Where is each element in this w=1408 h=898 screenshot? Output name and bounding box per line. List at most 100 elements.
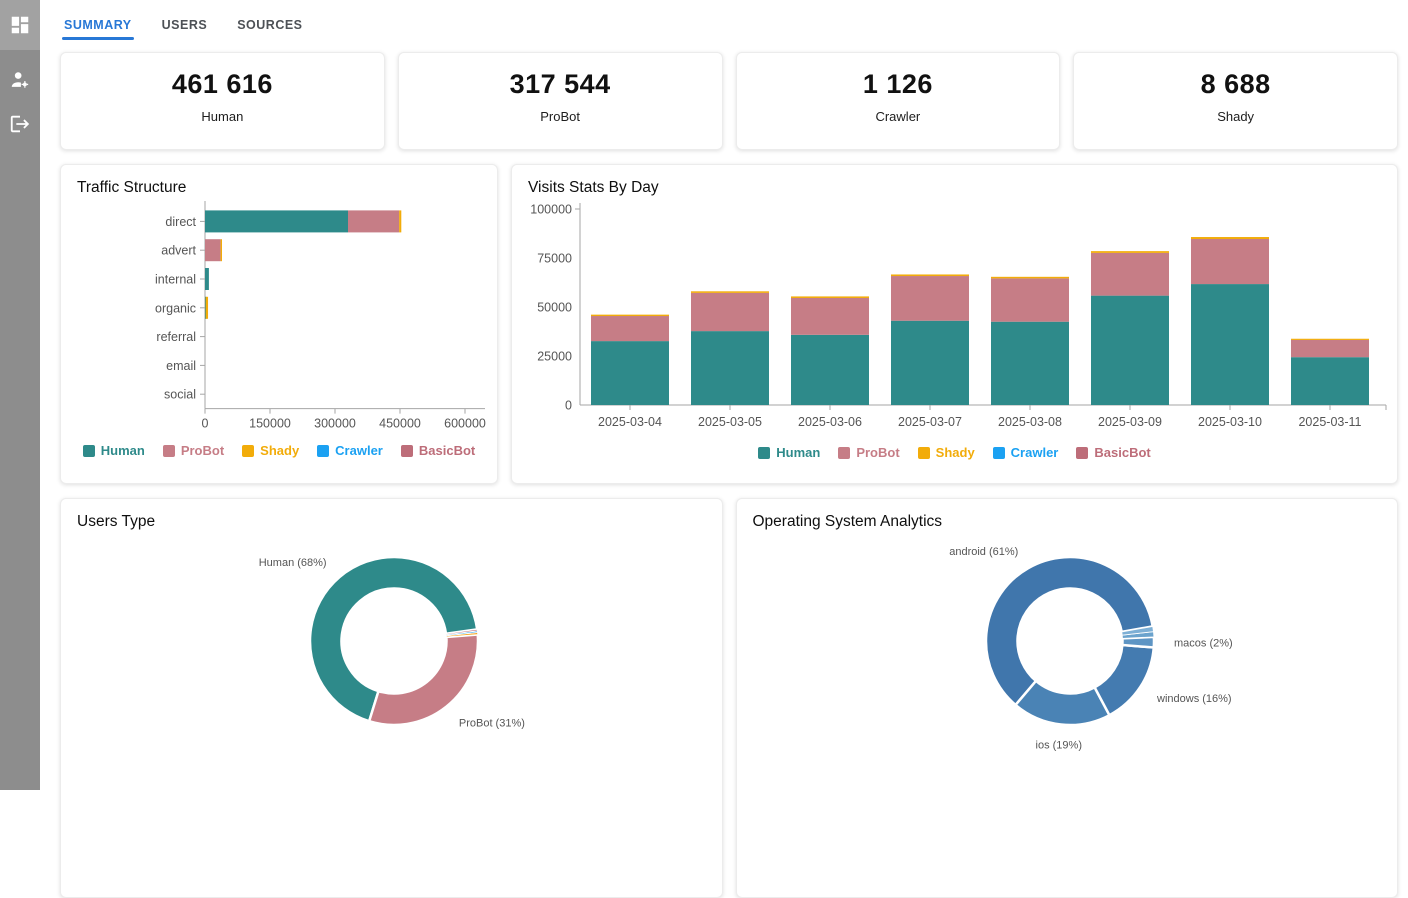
users-type-chart[interactable]: Human (68%) ProBot (31%) — [61, 533, 721, 843]
legend-swatch — [992, 446, 1005, 459]
legend-item-crawler[interactable]: Crawler — [317, 443, 383, 458]
donut-slice-other[interactable] — [1120, 625, 1154, 636]
donut-slice-label: windows (16%) — [1156, 693, 1232, 705]
bar-segment-Human[interactable] — [591, 341, 669, 405]
bar-segment-ProBot[interactable] — [1291, 339, 1369, 358]
category-label: organic — [155, 301, 196, 315]
bar-segment-Human[interactable] — [691, 331, 769, 405]
legend-item-crawler[interactable]: Crawler — [992, 445, 1059, 460]
sidebar-item-dashboard[interactable] — [0, 0, 40, 50]
sidebar-item-logout[interactable] — [0, 102, 40, 146]
bar-segment-Human[interactable] — [205, 268, 209, 290]
legend-swatch — [242, 444, 255, 457]
bar-segment-Shady[interactable] — [991, 276, 1069, 279]
legend-swatch — [82, 444, 95, 457]
category-label: email — [166, 359, 196, 373]
category-label: social — [164, 388, 196, 402]
bar-segment-Shady[interactable] — [399, 210, 402, 233]
donut-slice-Human[interactable] — [308, 555, 479, 723]
donut-slice-BasicBot[interactable] — [445, 628, 478, 636]
date-label: 2025-03-10 — [1198, 415, 1262, 429]
bar-segment-Shady[interactable] — [1091, 251, 1169, 253]
legend-label: Human — [100, 443, 145, 458]
legend-item-shady[interactable]: Shady — [242, 443, 299, 458]
legend-swatch — [162, 444, 175, 457]
legend-label: Crawler — [1010, 445, 1059, 460]
legend-item-human[interactable]: Human — [758, 445, 820, 460]
sidebar — [0, 0, 40, 790]
axis-tick-label: 25000 — [537, 350, 572, 364]
stat-label: Crawler — [875, 109, 921, 124]
legend-item-shady[interactable]: Shady — [917, 445, 975, 460]
tab-users[interactable]: USERS — [161, 18, 208, 32]
legend-item-probot[interactable]: ProBot — [838, 445, 900, 460]
logout-icon — [9, 113, 31, 135]
date-label: 2025-03-04 — [598, 415, 662, 429]
donut-slice-android[interactable] — [984, 555, 1154, 707]
legend-item-human[interactable]: Human — [82, 443, 145, 458]
date-label: 2025-03-07 — [898, 415, 962, 429]
bar-segment-Human[interactable] — [1291, 357, 1369, 405]
tab-summary[interactable]: SUMMARY — [62, 0, 134, 50]
axis-tick-label: 300000 — [314, 417, 356, 431]
bar-segment-Human[interactable] — [1191, 284, 1269, 405]
bar-segment-ProBot[interactable] — [205, 239, 221, 262]
category-label: referral — [156, 330, 196, 344]
donut-slice-label: android (61%) — [949, 546, 1018, 558]
traffic-structure-title: Traffic Structure — [77, 179, 187, 196]
visits-by-day-chart[interactable]: 0 25000 50000 75000 100000 2025-03-04 2025-03-… — [512, 199, 1397, 443]
traffic-legend: Human ProBot Shady Crawler BasicBot — [61, 443, 497, 458]
bar-segment-Shady[interactable] — [220, 239, 222, 262]
bar-segment-Shady[interactable] — [205, 296, 209, 319]
bar-segment-Shady[interactable] — [891, 274, 969, 277]
bar-segment-Human[interactable] — [205, 210, 348, 233]
bar-segment-ProBot[interactable] — [691, 292, 769, 332]
bar-segment-Shady[interactable] — [1291, 338, 1369, 340]
date-label: 2025-03-08 — [998, 415, 1062, 429]
bar-segment-ProBot[interactable] — [1091, 252, 1169, 296]
bar-segment-Shady[interactable] — [691, 291, 769, 293]
axis-tick-label: 0 — [565, 399, 572, 413]
bar-segment-Shady[interactable] — [1191, 237, 1269, 239]
bar-charts-row: Traffic Structure 0 150000 300000 450000 600… — [60, 164, 1398, 484]
axis-tick-label: 100000 — [530, 203, 572, 217]
tabbar: SUMMARY USERS SOURCES — [40, 0, 1408, 50]
legend-item-basicbot[interactable]: BasicBot — [1076, 445, 1151, 460]
legend-item-probot[interactable]: ProBot — [162, 443, 225, 458]
bar-segment-Shady[interactable] — [791, 296, 869, 298]
dashboard-body: 461 616 Human 317 544 ProBot 1 126 Crawl… — [40, 50, 1408, 898]
bar-segment-ProBot[interactable] — [1191, 238, 1269, 285]
bar-segment-ProBot[interactable] — [348, 210, 400, 233]
bar-segment-ProBot[interactable] — [991, 278, 1069, 322]
dashboard-icon — [9, 14, 31, 36]
bar-segment-Human[interactable] — [991, 321, 1069, 405]
date-label: 2025-03-05 — [698, 415, 762, 429]
stat-card-probot: 317 544 ProBot — [397, 52, 723, 150]
legend-item-basicbot[interactable]: BasicBot — [400, 443, 475, 458]
legend-label: ProBot — [180, 443, 225, 458]
donut-slice-windows[interactable] — [1092, 643, 1155, 717]
axis-tick-label: 150000 — [249, 417, 291, 431]
stat-card-shady: 8 688 Shady — [1073, 52, 1398, 150]
tab-sources[interactable]: SOURCES — [237, 18, 303, 32]
donut-charts-row: Users Type Human (68%) ProBot (31%) Opera… — [60, 498, 1398, 898]
sidebar-item-user-settings[interactable] — [0, 58, 40, 102]
bar-segment-Human[interactable] — [891, 320, 969, 405]
donut-slice-ProBot[interactable] — [367, 633, 480, 727]
bar-segment-ProBot[interactable] — [791, 297, 869, 335]
bar-segment-Shady[interactable] — [591, 314, 669, 317]
bar-segment-Human[interactable] — [791, 334, 869, 405]
legend-label: Crawler — [335, 443, 383, 458]
bar-segment-ProBot[interactable] — [891, 276, 969, 321]
legend-swatch — [917, 446, 930, 459]
os-analytics-chart[interactable]: android (61%) ios (19%) windows (16%) macos… — [737, 533, 1397, 843]
donut-slice-label: ProBot (31%) — [459, 717, 525, 729]
donut-slice-label: macos (2%) — [1173, 637, 1232, 649]
bar-segment-ProBot[interactable] — [591, 316, 669, 342]
visits-legend: Human ProBot Shady Crawler BasicBot — [512, 445, 1397, 460]
axis-tick-label: 50000 — [537, 301, 572, 315]
bar-segment-Human[interactable] — [1091, 295, 1169, 405]
category-label: internal — [155, 273, 196, 287]
traffic-structure-chart[interactable]: 0 150000 300000 450000 600000 direct advert int… — [61, 199, 497, 441]
